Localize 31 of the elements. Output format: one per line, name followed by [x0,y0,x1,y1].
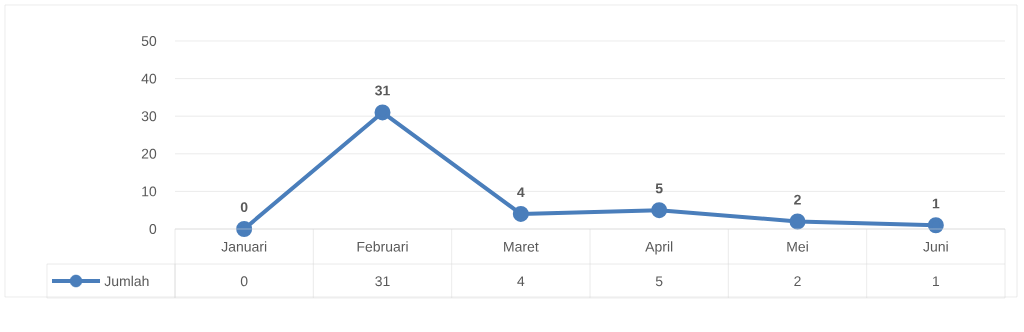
x-tick-label: Maret [504,241,539,252]
text: 0 [240,202,248,213]
point [651,202,668,219]
data-label: 1 [933,276,940,286]
y-tick-label: 30 [141,111,157,122]
text: 2 [794,194,801,205]
point [374,104,391,121]
text: 4 [517,187,525,198]
x-tick-label: Januari [221,241,267,252]
y-tick-label: 50 [141,36,157,46]
legend-label: Jumlah [104,275,149,287]
point [236,221,253,237]
x-tick-label: April [645,241,673,255]
point [927,217,944,234]
data-label: 2 [794,276,801,286]
data-label: 0 [240,276,248,287]
data-label: 4 [517,276,525,286]
x-tick-label: Februari [357,241,408,252]
text: 5 [655,183,663,194]
x-tick-label: Mei [787,241,808,252]
y-tick-label: 0 [149,224,157,234]
text: 1 [932,198,940,209]
point [512,205,529,222]
y-tick-label: 40 [141,73,157,84]
point [789,213,806,230]
text: 31 [375,85,390,96]
y-tick-label: 20 [141,148,157,159]
y-tick-label: 10 [142,186,157,197]
x-tick-label: Juni [923,241,948,252]
data-label: 31 [375,276,390,287]
data-label: 5 [655,276,663,287]
